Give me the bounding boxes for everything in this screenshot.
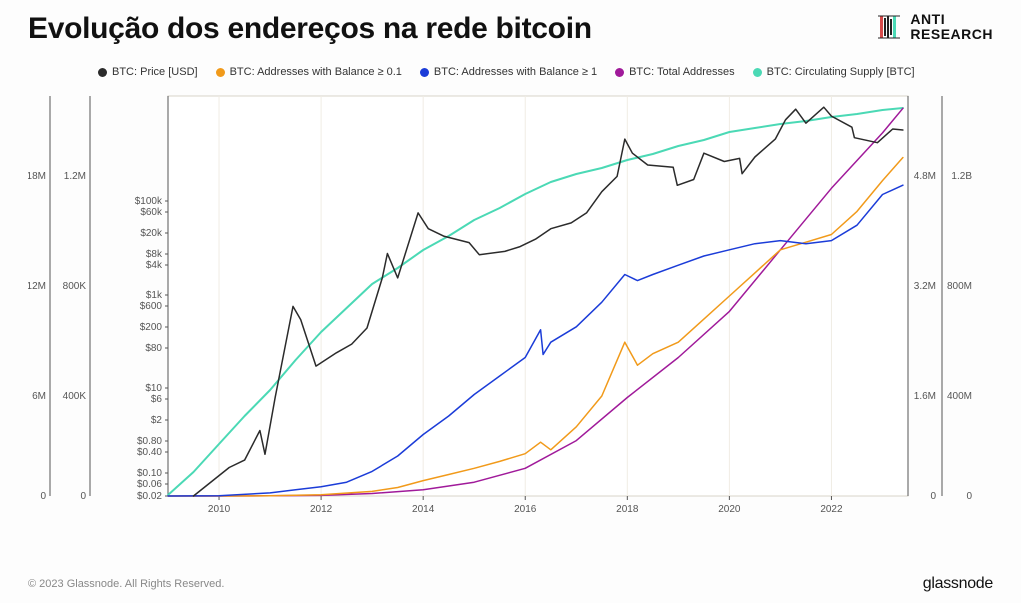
svg-text:$0.06: $0.06 bbox=[137, 479, 162, 490]
chart-legend: BTC: Price [USD] BTC: Addresses with Bala… bbox=[0, 50, 1021, 86]
copyright: © 2023 Glassnode. All Rights Reserved. bbox=[28, 578, 224, 590]
svg-text:$0.10: $0.10 bbox=[137, 468, 162, 479]
brand-line1: ANTI bbox=[910, 12, 993, 27]
svg-text:$20k: $20k bbox=[140, 228, 163, 239]
svg-text:2020: 2020 bbox=[718, 504, 741, 515]
brand-logo: ANTI RESEARCH bbox=[876, 12, 993, 41]
legend-dot bbox=[420, 68, 429, 77]
legend-label: BTC: Addresses with Balance ≥ 1 bbox=[434, 66, 597, 78]
legend-dot bbox=[615, 68, 624, 77]
svg-text:800M: 800M bbox=[947, 281, 972, 292]
antiresearch-icon bbox=[876, 13, 904, 41]
page-title: Evolução dos endereços na rede bitcoin bbox=[28, 12, 592, 46]
svg-text:$80: $80 bbox=[145, 343, 162, 354]
svg-text:$200: $200 bbox=[140, 322, 163, 333]
chart-area: glassnode 201020122014201620182020202206… bbox=[28, 86, 993, 526]
svg-text:12M: 12M bbox=[28, 281, 46, 292]
svg-text:$0.80: $0.80 bbox=[137, 436, 162, 447]
legend-item: BTC: Addresses with Balance ≥ 0.1 bbox=[216, 66, 402, 78]
svg-text:$100k: $100k bbox=[135, 196, 163, 207]
svg-text:$0.02: $0.02 bbox=[137, 491, 162, 502]
svg-text:800K: 800K bbox=[63, 281, 87, 292]
legend-item: BTC: Total Addresses bbox=[615, 66, 735, 78]
footer-brand: glassnode bbox=[923, 575, 993, 593]
svg-text:2014: 2014 bbox=[412, 504, 435, 515]
svg-text:0: 0 bbox=[930, 491, 936, 502]
svg-text:4.8M: 4.8M bbox=[914, 171, 936, 182]
legend-item: BTC: Addresses with Balance ≥ 1 bbox=[420, 66, 597, 78]
legend-label: BTC: Circulating Supply [BTC] bbox=[767, 66, 915, 78]
svg-text:$10: $10 bbox=[145, 383, 162, 394]
legend-item: BTC: Price [USD] bbox=[98, 66, 198, 78]
svg-text:$60k: $60k bbox=[140, 207, 163, 218]
svg-text:$600: $600 bbox=[140, 301, 163, 312]
legend-dot bbox=[753, 68, 762, 77]
legend-item: BTC: Circulating Supply [BTC] bbox=[753, 66, 915, 78]
svg-text:3.2M: 3.2M bbox=[914, 281, 936, 292]
legend-label: BTC: Addresses with Balance ≥ 0.1 bbox=[230, 66, 402, 78]
svg-text:$6: $6 bbox=[151, 394, 163, 405]
svg-text:2018: 2018 bbox=[616, 504, 639, 515]
svg-text:0: 0 bbox=[966, 491, 972, 502]
brand-line2: RESEARCH bbox=[910, 27, 993, 42]
svg-text:$0.40: $0.40 bbox=[137, 447, 162, 458]
svg-text:0: 0 bbox=[80, 491, 86, 502]
svg-text:$4k: $4k bbox=[146, 260, 163, 271]
svg-text:2022: 2022 bbox=[820, 504, 843, 515]
svg-text:$8k: $8k bbox=[146, 249, 163, 260]
svg-text:$2: $2 bbox=[151, 415, 163, 426]
svg-text:0: 0 bbox=[40, 491, 46, 502]
svg-text:400K: 400K bbox=[63, 391, 87, 402]
legend-dot bbox=[98, 68, 107, 77]
svg-text:6M: 6M bbox=[32, 391, 46, 402]
svg-text:2012: 2012 bbox=[310, 504, 333, 515]
legend-label: BTC: Total Addresses bbox=[629, 66, 735, 78]
svg-text:2016: 2016 bbox=[514, 504, 537, 515]
legend-dot bbox=[216, 68, 225, 77]
svg-text:1.2M: 1.2M bbox=[64, 171, 86, 182]
svg-text:$1k: $1k bbox=[146, 290, 163, 301]
legend-label: BTC: Price [USD] bbox=[112, 66, 198, 78]
svg-text:400M: 400M bbox=[947, 391, 972, 402]
svg-text:18M: 18M bbox=[28, 171, 46, 182]
svg-text:2010: 2010 bbox=[208, 504, 231, 515]
svg-text:1.2B: 1.2B bbox=[951, 171, 972, 182]
svg-text:1.6M: 1.6M bbox=[914, 391, 936, 402]
